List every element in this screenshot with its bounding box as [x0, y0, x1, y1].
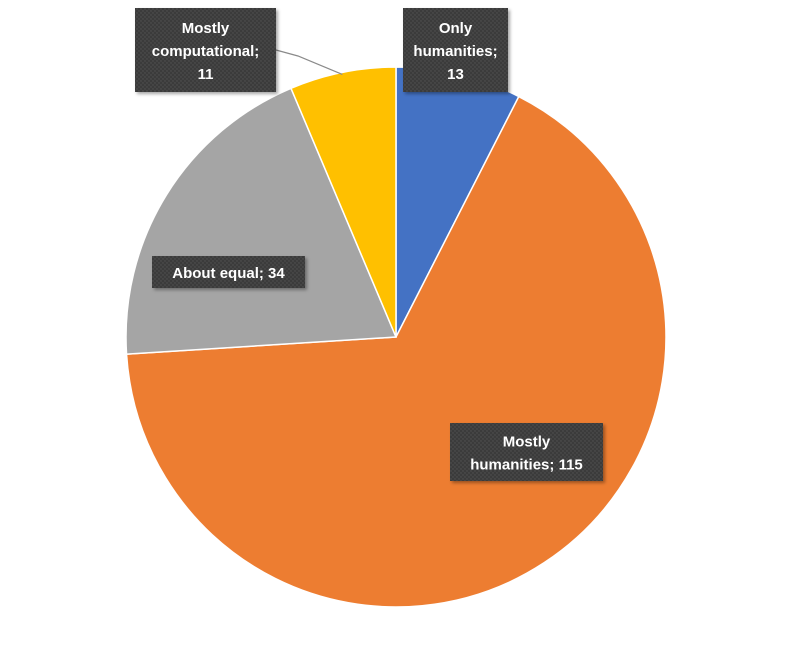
- data-labels: Only humanities; 13 Mostly humanities; 115 Ab…: [135, 8, 603, 481]
- leader-line-mostly-computational: [275, 49, 343, 75]
- data-label-box-mostly-humanities: [450, 423, 603, 481]
- data-label-text: 13: [447, 66, 464, 83]
- data-label-text: humanities;: [413, 43, 497, 60]
- data-label-text: Mostly: [503, 433, 551, 450]
- leader-lines: [275, 49, 343, 75]
- data-label-box-about-equal: [152, 256, 305, 288]
- data-label-text: Only: [439, 20, 473, 37]
- data-label-about-equal: About equal; 34: [152, 256, 305, 288]
- data-label-only-humanities: Only humanities; 13: [403, 8, 508, 92]
- data-label-box-mostly-computational: [135, 8, 276, 92]
- data-label-mostly-humanities: Mostly humanities; 115: [450, 423, 603, 481]
- pie-slices: [125, 66, 667, 608]
- data-label-box-only-humanities: [403, 8, 508, 92]
- data-label-text: About equal; 34: [172, 265, 285, 282]
- pie-slice-mostly-computational: [289, 66, 397, 338]
- data-label-text: humanities; 115: [470, 456, 583, 473]
- data-label-mostly-computational: Mostly computational; 11: [135, 8, 276, 92]
- data-label-text: computational;: [152, 43, 260, 60]
- data-label-text: 11: [198, 66, 214, 83]
- data-label-text: Mostly: [182, 20, 230, 37]
